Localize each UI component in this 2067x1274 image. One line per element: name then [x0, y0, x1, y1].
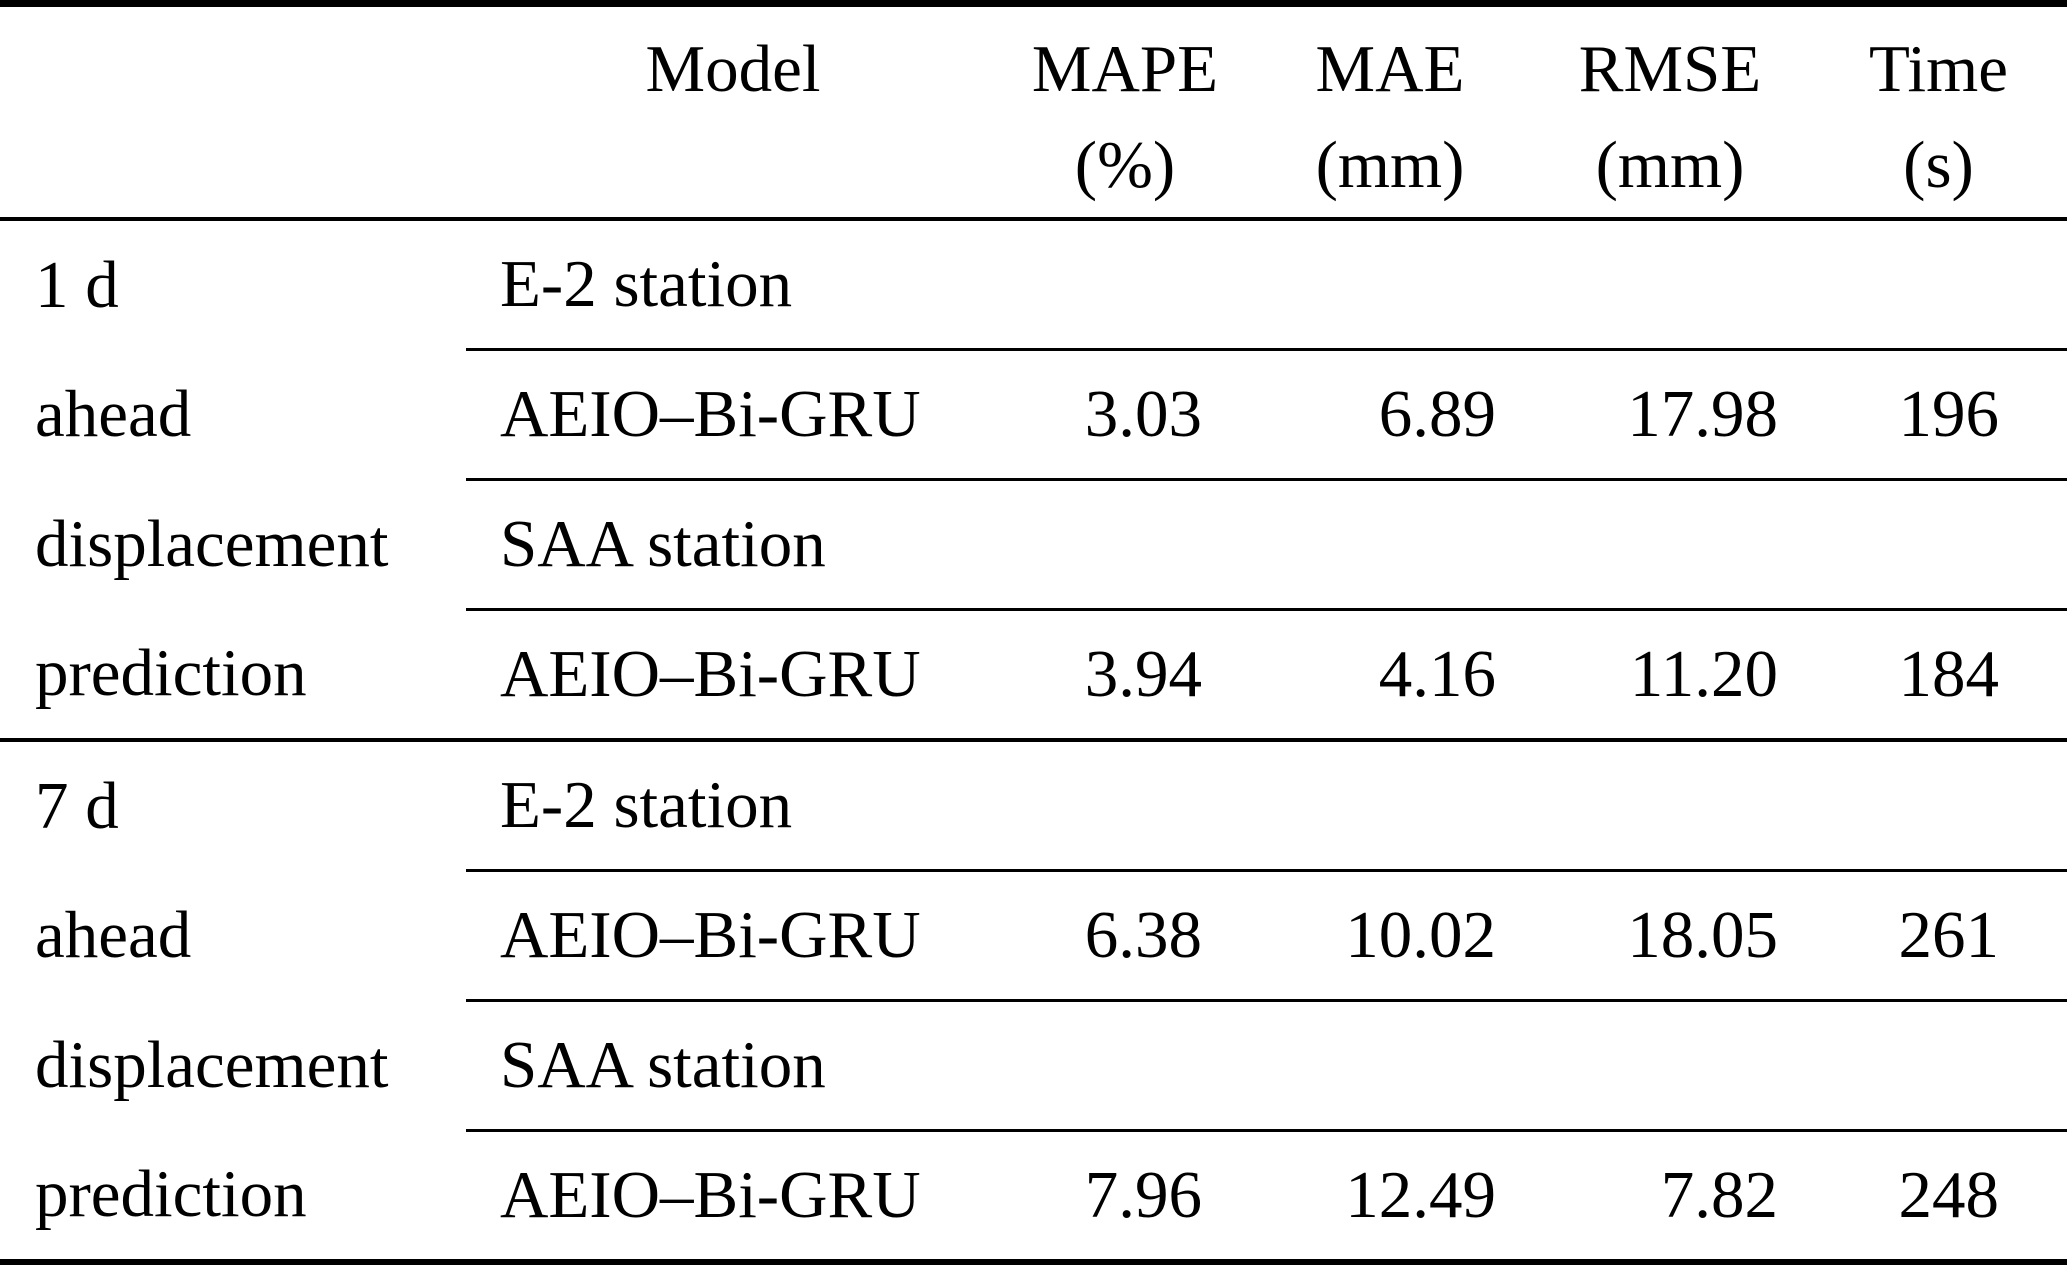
col-header-empty [0, 3, 466, 221]
station-row: displacement SAA station [0, 479, 2067, 611]
col-header-time-name: Time [1868, 32, 2009, 106]
mae-cell: 6.89 [1250, 349, 1530, 481]
col-header-mae-name: MAE [1315, 32, 1465, 106]
col-header-mape-name: MAPE [1031, 32, 1219, 106]
col-header-mape: MAPE (%) [1000, 3, 1250, 221]
col-header-model-label: Model [645, 32, 821, 106]
col-header-time: Time (s) [1810, 3, 2067, 221]
data-row: prediction AEIO–Bi-GRU 3.94 4.16 11.20 1… [0, 609, 2067, 742]
time-cell: 248 [1898, 1158, 2000, 1232]
data-row: ahead AEIO–Bi-GRU 6.38 10.02 18.05 261 [0, 870, 2067, 1002]
model-cell: AEIO–Bi-GRU [466, 609, 1000, 742]
time-cell: 261 [1810, 870, 2067, 1002]
time-cell: 184 [1810, 609, 2067, 742]
col-header-rmse-name: RMSE [1578, 32, 1762, 106]
row-group-label: prediction [0, 609, 466, 742]
row-group-label: displacement [35, 507, 389, 581]
model-cell: AEIO–Bi-GRU [466, 870, 1000, 1002]
mape-cell: 6.38 [1000, 870, 1250, 1002]
station-cell: E-2 station [466, 740, 2067, 872]
col-header-time-unit: (s) [1903, 128, 1974, 202]
time-cell: 196 [1810, 349, 2067, 481]
mape-cell: 3.94 [1000, 609, 1250, 742]
station-row: 7 d E-2 station [0, 740, 2067, 872]
col-header-mae-unit: (mm) [1315, 128, 1465, 202]
col-header-rmse-unit: (mm) [1595, 128, 1745, 202]
mape-cell: 7.96 [1084, 1158, 1202, 1232]
data-row: ahead AEIO–Bi-GRU 3.03 6.89 17.98 196 [0, 349, 2067, 481]
rmse-cell: 11.20 [1530, 609, 1810, 742]
row-group-label: ahead [35, 898, 192, 972]
mape-cell: 3.03 [1000, 349, 1250, 481]
station-cell: SAA station [466, 1000, 2067, 1132]
mae-cell: 12.49 [1345, 1158, 1496, 1232]
station-row: displacement SAA station [0, 1000, 2067, 1132]
station-row: 1 d E-2 station [0, 219, 2067, 351]
model-cell: AEIO–Bi-GRU [500, 1158, 921, 1232]
mae-cell: 4.16 [1250, 609, 1530, 742]
row-group-label: 7 d [35, 768, 119, 843]
rmse-cell: 17.98 [1530, 349, 1810, 481]
col-header-mae: MAE (mm) [1250, 3, 1530, 221]
mae-cell: 10.02 [1250, 870, 1530, 1002]
col-header-rmse: RMSE (mm) [1530, 3, 1810, 221]
col-header-model: Model [466, 3, 1000, 221]
rmse-cell: 7.82 [1660, 1158, 1778, 1232]
rmse-cell: 18.05 [1530, 870, 1810, 1002]
data-row: prediction AEIO–Bi-GRU 7.96 12.49 7.82 2… [0, 1131, 2067, 1263]
row-group-label: ahead [35, 377, 192, 451]
header-row: Model MAPE (%) MAE (mm) RMSE (mm) Time (… [0, 3, 2067, 221]
model-cell: AEIO–Bi-GRU [466, 349, 1000, 481]
col-header-mape-unit: (%) [1074, 128, 1176, 202]
station-cell: SAA station [466, 479, 2067, 611]
row-group-label: displacement [35, 1028, 389, 1102]
row-group-label: prediction [35, 1157, 307, 1232]
station-cell: E-2 station [466, 219, 2067, 351]
row-group-label: 1 d [35, 247, 119, 322]
